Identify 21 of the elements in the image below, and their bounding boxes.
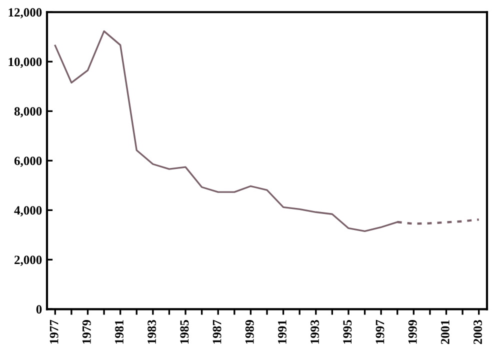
x-tick-label: 1991 <box>278 320 286 344</box>
y-tick-label: 4,000 <box>14 206 42 216</box>
x-tick-label: 2003 <box>474 320 482 344</box>
y-tick-label: 10,000 <box>8 58 42 68</box>
x-tick-label: 1985 <box>180 320 189 344</box>
x-tick-label: 1999 <box>408 320 417 344</box>
y-tick-label: 8,000 <box>14 107 42 118</box>
x-tick-label: 1989 <box>245 320 254 344</box>
y-tick-label: 12,000 <box>8 8 42 18</box>
x-tick-label: 1977 <box>50 320 58 344</box>
x-tick-label: 1993 <box>310 320 320 344</box>
x-tick-label: 1987 <box>212 320 222 344</box>
x-tick-label: 1995 <box>343 320 352 344</box>
x-tick-label: 1979 <box>82 320 91 344</box>
x-tick-label: 1997 <box>376 320 384 344</box>
x-tick-label: 1981 <box>115 320 124 344</box>
x-tick-label: 2001 <box>440 320 450 344</box>
y-tick-label: 6,000 <box>14 156 42 167</box>
y-tick-label: 2,000 <box>14 256 42 266</box>
x-tick-label: 1983 <box>148 320 156 344</box>
y-tick-label: 0 <box>36 305 42 314</box>
